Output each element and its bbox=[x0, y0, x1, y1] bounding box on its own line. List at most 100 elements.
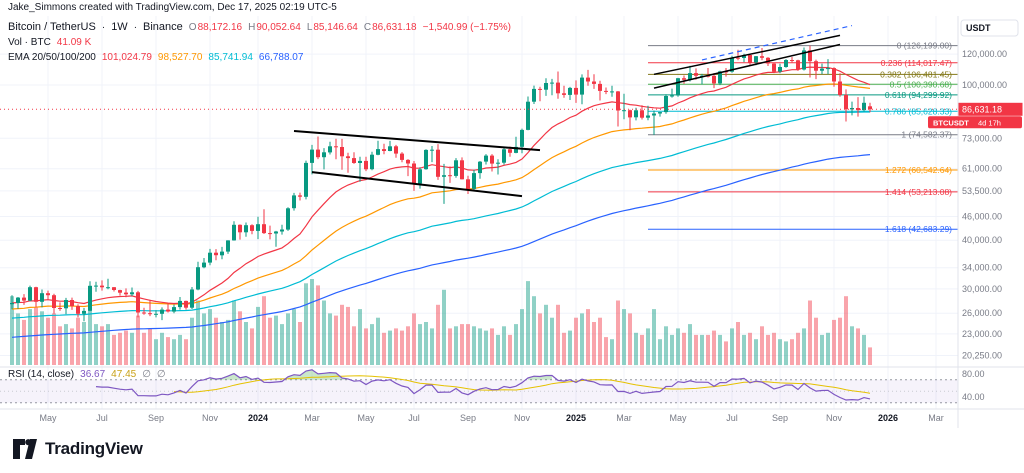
attribution-bar: Jake_Simmons created with TradingView.co… bbox=[0, 0, 1024, 16]
time-tick: Jul bbox=[408, 413, 420, 423]
chart-canvas[interactable]: 0 (126,199.00) 0.236 (114,017.47)0.382 (1… bbox=[0, 16, 1024, 428]
symbol-title: Bitcoin / TetherUS bbox=[8, 21, 96, 33]
time-tick: Jul bbox=[96, 413, 108, 423]
attribution-text: Jake_Simmons created with TradingView.co… bbox=[8, 2, 337, 13]
rsi-label: RSI (14, close) bbox=[8, 369, 75, 380]
symbol-badge-text: BTCUSDT bbox=[933, 118, 969, 127]
time-tick: Nov bbox=[826, 413, 843, 423]
price-tick: 34,000.00 bbox=[962, 263, 1002, 273]
price-tick: 20,250.00 bbox=[962, 351, 1002, 361]
price-tick: 53,500.00 bbox=[962, 186, 1002, 196]
flag-lower-trendline[interactable] bbox=[311, 171, 523, 198]
open-pair: O 88,172.16 bbox=[188, 22, 243, 33]
rsi-empty-value: ∅ bbox=[156, 369, 166, 380]
time-scale[interactable]: May Jul Sep Nov 2024 Mar May Jul Sep Nov 2025 Mar Ma… bbox=[39, 413, 943, 423]
time-tick: May bbox=[357, 413, 375, 423]
price-tick: 73,000.00 bbox=[962, 133, 1002, 143]
last-price-badge-text: 86,631.18 bbox=[962, 105, 1002, 115]
time-tick: Nov bbox=[202, 413, 219, 423]
rsi-empty-value: ∅ bbox=[142, 369, 151, 380]
price-tick: 26,000.00 bbox=[962, 308, 1002, 318]
price-tick: 120,000.00 bbox=[962, 49, 1007, 59]
symbol-countdown-badge bbox=[928, 116, 1022, 129]
tradingview-wordmark: TradingView bbox=[45, 439, 143, 458]
rsi-pane[interactable] bbox=[0, 369, 958, 404]
volume-value: 41.09 K bbox=[56, 37, 92, 48]
projection-dashed-line[interactable] bbox=[701, 25, 853, 61]
low-value: 85,146.64 bbox=[313, 22, 358, 33]
time-tick: 2026 bbox=[878, 413, 898, 423]
fib-label: 1.414 (53,213.08) bbox=[885, 187, 952, 197]
fib-label: 0.236 (114,017.47) bbox=[881, 58, 952, 68]
fib-retracement[interactable] bbox=[648, 45, 958, 230]
rsi-line[interactable] bbox=[95, 369, 871, 401]
rsi-tick: 80.00 bbox=[962, 369, 985, 379]
footer: TradingView bbox=[0, 428, 1024, 473]
ema200-line[interactable] bbox=[11, 154, 871, 338]
fib-label: 1.618 (42,683.29) bbox=[885, 224, 952, 234]
last-price-badge bbox=[958, 102, 1023, 116]
ema-legend[interactable]: EMA 20/50/100/200 101,024.79 98,527.70 8… bbox=[8, 52, 303, 63]
time-tick: Jul bbox=[726, 413, 738, 423]
time-tick: May bbox=[669, 413, 687, 423]
low-pair: L 85,146.64 bbox=[306, 22, 358, 33]
fib-label: 1.272 (60,542.64) bbox=[885, 165, 952, 175]
time-tick: 2024 bbox=[248, 413, 268, 423]
interval-label: 1W bbox=[111, 21, 128, 33]
exchange-label: Binance bbox=[143, 21, 183, 33]
separator: · bbox=[133, 22, 138, 33]
wedge-upper-trendline[interactable] bbox=[653, 34, 841, 76]
rsi-value: 36.67 bbox=[80, 369, 106, 380]
rsi-tick: 40.00 bbox=[962, 392, 985, 402]
time-tick: Mar bbox=[616, 413, 632, 423]
price-tick: 40,000.00 bbox=[962, 235, 1002, 245]
ema20-value: 101,024.79 bbox=[101, 52, 152, 63]
price-tick: 61,000.00 bbox=[962, 164, 1002, 174]
ema50-value: 98,527.70 bbox=[157, 52, 203, 63]
fib-label: 1 (74,582.37) bbox=[901, 130, 952, 140]
price-pane[interactable]: 0 (126,199.00) 0.236 (114,017.47)0.382 (1… bbox=[0, 25, 958, 366]
price-tick: 100,000.00 bbox=[962, 80, 1007, 90]
price-tick: 23,000.00 bbox=[962, 329, 1002, 339]
time-tick: 2025 bbox=[566, 413, 586, 423]
ema200-value: 66,788.07 bbox=[258, 52, 304, 63]
rsi-legend[interactable]: RSI (14, close) 36.67 47.45 ∅ ∅ bbox=[8, 369, 166, 380]
time-tick: Sep bbox=[772, 413, 788, 423]
price-scale[interactable]: 120,000.00 100,000.00 73,000.00 61,000.00 53… bbox=[0, 16, 1024, 428]
volume-legend[interactable]: Vol · BTC 41.09 K bbox=[8, 37, 91, 48]
ema-label: EMA 20/50/100/200 bbox=[8, 52, 96, 63]
high-pair: H 90,052.64 bbox=[248, 22, 301, 33]
fib-label: 0.618 (94,299.92) bbox=[885, 90, 952, 100]
time-tick: Sep bbox=[148, 413, 164, 423]
ema50-line[interactable] bbox=[11, 83, 871, 310]
time-tick: Mar bbox=[304, 413, 320, 423]
currency-box[interactable] bbox=[960, 19, 1019, 37]
close-value: 86,631.18 bbox=[372, 22, 417, 33]
rsi-ma-value: 47.45 bbox=[111, 369, 137, 380]
price-tick: 30,000.00 bbox=[962, 284, 1002, 294]
high-value: 90,052.64 bbox=[256, 22, 301, 33]
ema20-line[interactable] bbox=[11, 66, 871, 305]
time-tick: Sep bbox=[460, 413, 476, 423]
tradingview-logo[interactable]: TradingView bbox=[12, 438, 143, 460]
fib-label: 0.5 (100,390.68) bbox=[890, 79, 953, 89]
time-tick: Nov bbox=[514, 413, 531, 423]
volume-label: Vol · BTC bbox=[8, 37, 51, 48]
fib-label: 0 (126,199.00) bbox=[897, 41, 952, 51]
open-value: 88,172.16 bbox=[197, 22, 243, 33]
price-tick: 46,000.00 bbox=[962, 212, 1002, 222]
ema100-line[interactable] bbox=[11, 111, 870, 319]
symbol-legend[interactable]: Bitcoin / TetherUS · 1W · Binance O 88,17… bbox=[8, 21, 511, 33]
close-pair: C 86,631.18 bbox=[363, 22, 417, 33]
countdown-text: 4d 17h bbox=[978, 118, 1001, 127]
wedge-lower-trendline[interactable] bbox=[653, 43, 841, 89]
flag-upper-trendline[interactable] bbox=[293, 130, 541, 152]
currency-label: USDT bbox=[966, 23, 991, 33]
time-tick: Mar bbox=[928, 413, 944, 423]
change-value: −1,540.99 (−1.75%) bbox=[422, 22, 512, 33]
fib-label: 0.786 (85,628.33) bbox=[885, 106, 952, 116]
gridlines bbox=[0, 16, 958, 409]
time-tick: May bbox=[39, 413, 57, 423]
candles-layer bbox=[10, 45, 872, 322]
